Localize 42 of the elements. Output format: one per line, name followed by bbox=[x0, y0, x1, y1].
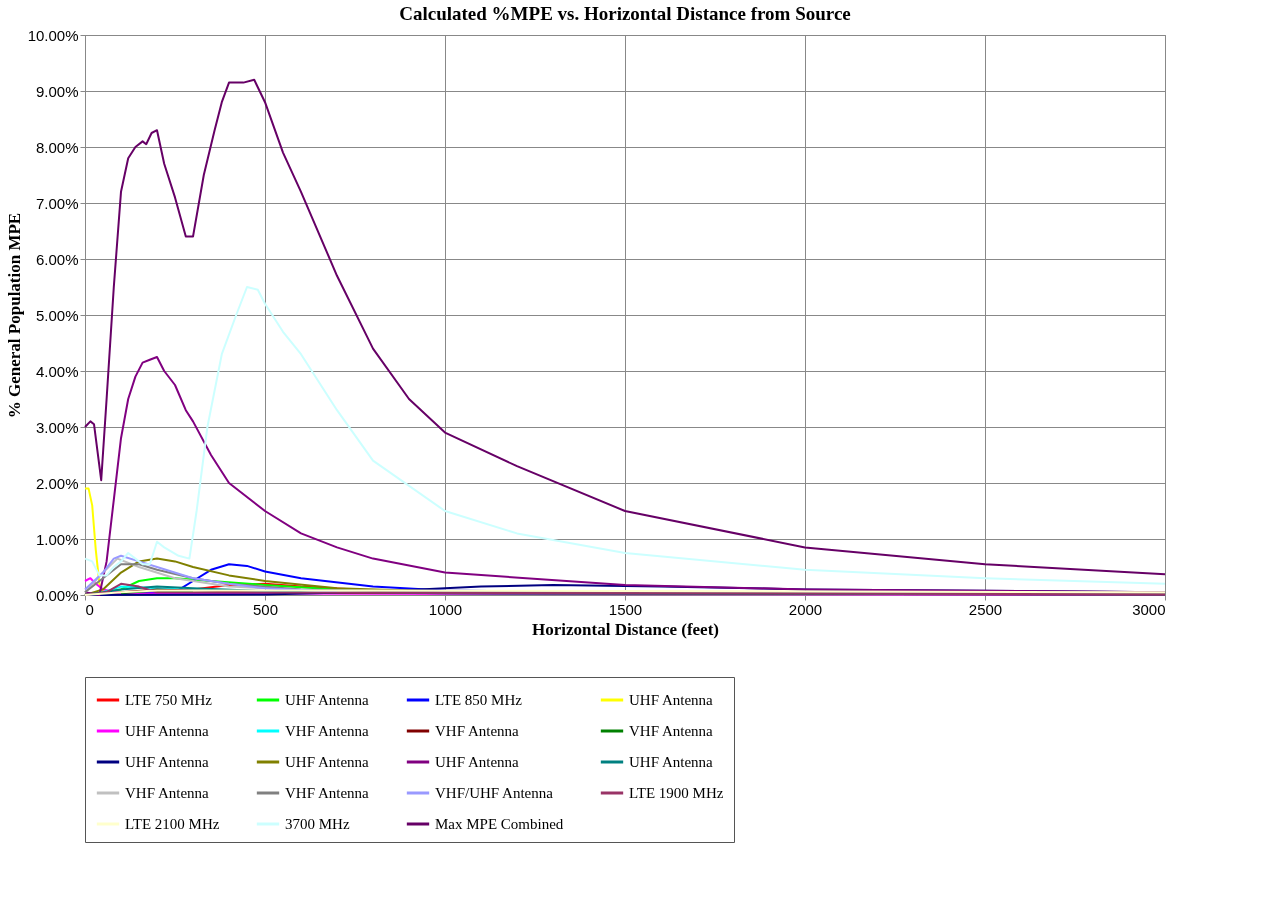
legend-label: Max MPE Combined bbox=[435, 816, 564, 832]
legend-label: 3700 MHz bbox=[285, 816, 350, 832]
legend-label: VHF/UHF Antenna bbox=[435, 785, 554, 801]
legend-label: VHF Antenna bbox=[435, 723, 520, 739]
y-tick-label: 7.00% bbox=[35, 194, 79, 212]
chart-title: Calculated %MPE vs. Horizontal Distance from Source bbox=[399, 3, 851, 24]
y-tick-label: 10.00% bbox=[27, 26, 79, 44]
y-tick-label: 3.00% bbox=[35, 418, 79, 436]
legend-label: LTE 1900 MHz bbox=[629, 785, 724, 801]
legend-label: LTE 850 MHz bbox=[435, 692, 523, 708]
y-tick-label: 1.00% bbox=[35, 530, 79, 548]
x-axis-title: Horizontal Distance (feet) bbox=[532, 619, 719, 639]
line-series bbox=[84, 286, 1166, 585]
y-tick-label: 2.00% bbox=[35, 474, 79, 492]
legend-label: VHF Antenna bbox=[629, 723, 714, 739]
y-tick-label: 9.00% bbox=[35, 82, 79, 100]
legend-label: VHF Antenna bbox=[285, 785, 370, 801]
legend-label: UHF Antenna bbox=[125, 754, 210, 770]
x-tick-label: 0 bbox=[85, 600, 94, 618]
legend-label: UHF Antenna bbox=[285, 754, 370, 770]
legend-label: UHF Antenna bbox=[435, 754, 520, 770]
x-tick-label: 3000 bbox=[1132, 600, 1166, 618]
legend-label: LTE 2100 MHz bbox=[125, 816, 220, 832]
legend-label: UHF Antenna bbox=[125, 723, 210, 739]
x-tick-label: 2000 bbox=[788, 600, 823, 618]
y-axis-title: % General Population MPE bbox=[4, 212, 24, 419]
legend-label: UHF Antenna bbox=[285, 692, 370, 708]
legend-label: VHF Antenna bbox=[285, 723, 370, 739]
y-tick-label: 0.00% bbox=[35, 586, 79, 604]
y-tick-label: 5.00% bbox=[35, 306, 79, 324]
x-tick-label: 500 bbox=[252, 600, 279, 618]
x-tick-label: 2500 bbox=[968, 600, 1003, 618]
x-tick-label: 1000 bbox=[428, 600, 463, 618]
line-series bbox=[84, 78, 1166, 576]
legend-label: UHF Antenna bbox=[629, 692, 714, 708]
legend-label: LTE 750 MHz bbox=[125, 692, 213, 708]
y-tick-label: 6.00% bbox=[35, 250, 79, 268]
y-tick-label: 4.00% bbox=[35, 362, 79, 380]
y-tick-label: 8.00% bbox=[35, 138, 79, 156]
legend-label: VHF Antenna bbox=[125, 785, 210, 801]
x-tick-label: 1500 bbox=[608, 600, 643, 618]
legend-label: UHF Antenna bbox=[629, 754, 714, 770]
